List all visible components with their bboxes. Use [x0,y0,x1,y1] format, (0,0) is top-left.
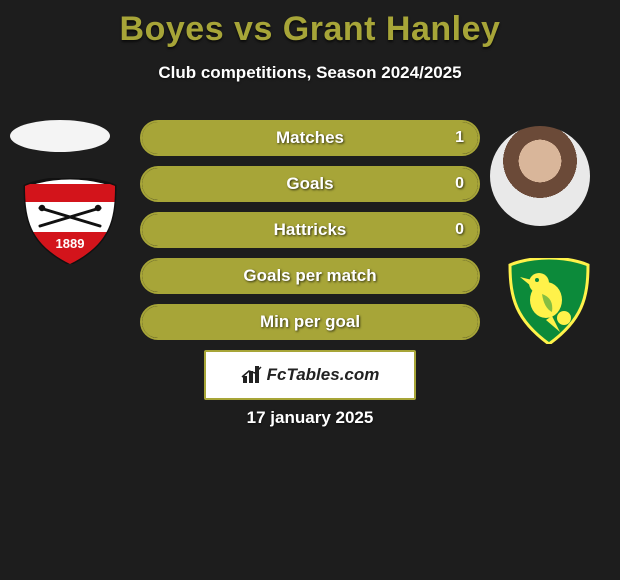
player-right-avatar [490,126,590,226]
stat-value-right: 0 [455,168,464,200]
subtitle: Club competitions, Season 2024/2025 [0,63,620,83]
stat-value-right: 1 [455,122,464,154]
stat-label: Goals [142,168,478,200]
stat-row: Goals per match [140,258,480,294]
branding-text: FcTables.com [267,365,380,385]
player-left-avatar [10,120,110,152]
stat-label: Goals per match [142,260,478,292]
stat-row: Matches1 [140,120,480,156]
club-right-badge [506,258,592,344]
stat-row: Min per goal [140,304,480,340]
club-left-badge: 1889 [20,178,120,264]
stat-value-right: 0 [455,214,464,246]
stat-label: Matches [142,122,478,154]
svg-text:1889: 1889 [56,236,85,251]
stats-container: Matches1Goals0Hattricks0Goals per matchM… [140,120,480,350]
stat-row: Hattricks0 [140,212,480,248]
stat-label: Min per goal [142,306,478,338]
stat-row: Goals0 [140,166,480,202]
bar-chart-icon [241,365,263,385]
branding-box[interactable]: FcTables.com [204,350,416,400]
date-text: 17 january 2025 [0,408,620,428]
stat-label: Hattricks [142,214,478,246]
page-title: Boyes vs Grant Hanley [0,0,620,49]
